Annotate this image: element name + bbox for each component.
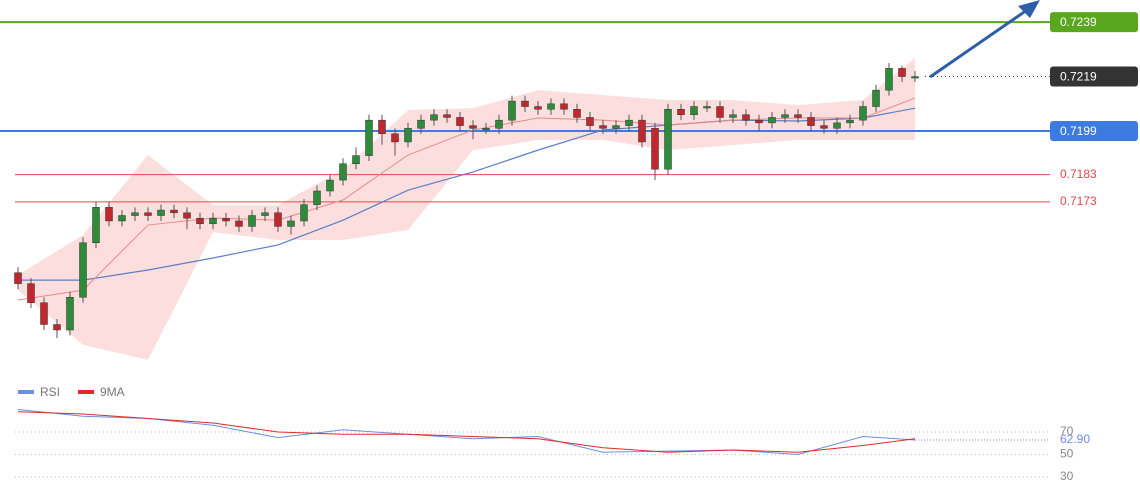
candle-body: [417, 119, 425, 129]
bollinger-band: [18, 58, 915, 360]
candle-body: [131, 212, 139, 216]
candle-body: [768, 117, 776, 124]
trend-arrow: [929, 6, 1031, 79]
candle-body: [885, 68, 893, 91]
candle-body: [664, 109, 672, 170]
candle-body: [222, 217, 230, 222]
candle-body: [274, 212, 282, 227]
candle-body: [612, 125, 620, 129]
candle-body: [495, 119, 503, 129]
rsi-line: [17, 409, 916, 456]
level-label-box: [1050, 66, 1138, 87]
candle-body: [703, 106, 711, 109]
candle-body: [625, 119, 633, 126]
slow-ma: [18, 107, 916, 281]
legend-label: RSI: [40, 385, 60, 399]
candle-body: [352, 155, 360, 164]
candle-body: [469, 125, 477, 129]
candle-body: [365, 119, 373, 156]
candle-body: [14, 272, 22, 284]
candle-body: [599, 125, 607, 129]
rsi-marker-label: 62.90: [1060, 432, 1090, 446]
legend-swatch: [78, 390, 94, 394]
candle-body: [677, 109, 685, 115]
rsi-panel: 70 50 30 RSI 9MA 62.90: [15, 385, 1090, 483]
rsi-tick-label: 70: [1060, 424, 1074, 438]
candle-body: [118, 215, 126, 222]
candle-body: [27, 283, 35, 303]
price-panel: 0.7239 0.7219 0.7199 0.7183 0.7173: [0, 12, 1138, 360]
candle-body: [807, 117, 815, 126]
candle-body: [781, 114, 789, 118]
candle-body: [716, 106, 724, 118]
candle-body: [170, 209, 178, 214]
candle-body: [573, 109, 581, 118]
rsi-tick-label: 30: [1060, 469, 1074, 483]
candle-body: [79, 242, 87, 298]
candle-body: [53, 324, 61, 331]
candle-body: [820, 125, 828, 129]
candle-body: [66, 297, 74, 331]
candle-body: [40, 302, 48, 325]
candle-body: [92, 207, 100, 244]
candle-body: [586, 117, 594, 126]
candle-body: [456, 117, 464, 126]
candle-body: [391, 133, 399, 143]
candle-body: [482, 128, 490, 131]
candle-body: [157, 209, 165, 216]
candle-body: [430, 114, 438, 121]
candle-body: [898, 68, 906, 77]
candle-body: [196, 217, 204, 224]
candle-body: [105, 207, 113, 222]
candle-body: [651, 128, 659, 170]
candle-body: [326, 179, 334, 192]
candle-body: [313, 190, 321, 205]
candle-body: [248, 215, 256, 227]
candle-body: [547, 103, 555, 110]
candle-body: [742, 114, 750, 121]
rsi-tick-label: 50: [1060, 447, 1074, 461]
candle-body: [300, 204, 308, 222]
candle-body: [235, 220, 243, 227]
candle-body: [183, 212, 191, 219]
candle-body: [521, 100, 529, 107]
candle-body: [443, 114, 451, 118]
arrow-head: [1018, 0, 1040, 18]
candle-body: [144, 212, 152, 216]
rsi-line: [17, 411, 916, 453]
candle-body: [794, 114, 802, 118]
candle-body: [508, 100, 516, 121]
candle-body: [560, 103, 568, 110]
candle-body: [378, 119, 386, 135]
level-label-box: [1050, 121, 1138, 142]
candle-body: [534, 106, 542, 110]
candle-body: [287, 220, 295, 227]
candle-body: [339, 163, 347, 181]
legend-label: 9MA: [100, 385, 125, 399]
candle-body: [833, 122, 841, 129]
candle-body: [911, 76, 919, 79]
candle-body: [859, 106, 867, 121]
level-label: 0.7173: [1060, 194, 1097, 208]
candle-body: [638, 119, 646, 143]
level-label: 0.7199: [1060, 124, 1097, 138]
candle-body: [261, 212, 269, 216]
candle-body: [404, 128, 412, 143]
level-label: 0.7239: [1060, 15, 1097, 29]
candle-body: [209, 217, 217, 224]
candle-body: [872, 89, 880, 107]
level-label-box: [1050, 12, 1138, 33]
level-label: 0.7219: [1060, 70, 1097, 84]
candle-body: [690, 106, 698, 115]
level-label: 0.7183: [1060, 167, 1097, 181]
candle-body: [846, 119, 854, 124]
candle-body: [729, 114, 737, 118]
candle-body: [755, 119, 763, 124]
legend-swatch: [18, 390, 34, 394]
